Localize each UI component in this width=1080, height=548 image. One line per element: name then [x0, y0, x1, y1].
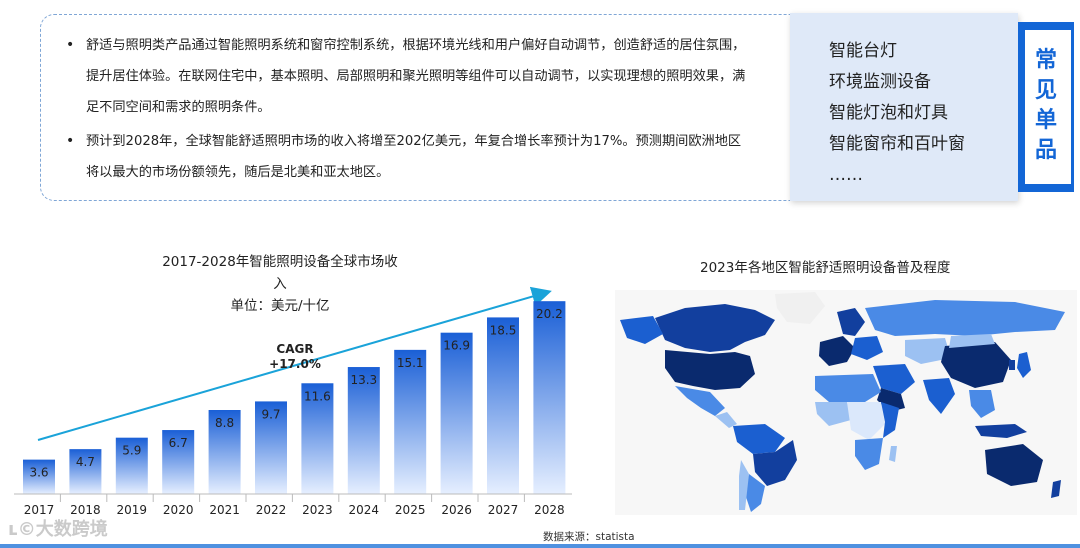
region-korea [1009, 360, 1015, 370]
region-central-africa [847, 402, 885, 440]
bar-2021 [208, 410, 241, 494]
chart-title: 2017-2028年智能照明设备全球市场收入 [162, 254, 398, 292]
bar-2018 [69, 449, 102, 494]
bar-value-label: 16.9 [443, 339, 470, 353]
map-title: 2023年各地区智能舒适照明设备普及程度 [700, 260, 951, 276]
x-tick-label: 2019 [117, 503, 148, 517]
x-tick-label: 2028 [534, 503, 565, 517]
region-new-zealand [1051, 480, 1061, 498]
x-tick-label: 2027 [488, 503, 519, 517]
bar-value-label: 3.6 [29, 466, 48, 480]
x-tick-label: 2024 [349, 503, 380, 517]
region-argentina [745, 474, 765, 512]
bar-chart: CAGR +17.0% 3.6 4.7 5.9 6.7 8.8 9.7 11.6 13.3 15… [14, 286, 572, 517]
x-tick-label: 2017 [24, 503, 55, 517]
intro-bullet: 预计到2028年，全球智能舒适照明市场的收入将增至202亿美元，年复合增长率预计… [64, 126, 754, 188]
bar-2017 [23, 459, 55, 494]
region-madagascar [889, 446, 897, 462]
region-southeast-asia [969, 390, 995, 418]
bar-value-label: 4.7 [76, 455, 95, 469]
bar-2027 [487, 317, 519, 494]
x-tick-label: 2023 [302, 503, 333, 517]
watermark-text: 大数跨境 [35, 519, 108, 540]
region-greenland [775, 292, 825, 324]
bar-2025 [394, 349, 427, 494]
x-tick-label: 2025 [395, 503, 426, 517]
bar-2022 [255, 401, 287, 494]
region-alaska [620, 316, 663, 344]
products-tab-inner [1025, 30, 1071, 184]
region-southern-africa [855, 438, 883, 470]
x-tick-label: 2026 [441, 503, 472, 517]
x-tick-label: 2018 [70, 503, 101, 517]
bar-value-label: 6.7 [169, 436, 188, 450]
product-item: 智能灯泡和灯具 [829, 103, 948, 123]
region-brazil [753, 440, 797, 486]
bar-2028 [533, 301, 566, 494]
region-europe-west [819, 336, 855, 366]
region-middle-east [873, 364, 915, 394]
product-item: 智能窗帘和百叶窗 [829, 134, 965, 154]
world-map [615, 290, 1077, 515]
region-chile [739, 460, 749, 510]
region-mongolia [949, 334, 995, 348]
region-canada [655, 304, 775, 352]
product-item: 环境监测设备 [829, 72, 931, 92]
region-usa [665, 350, 755, 390]
region-japan [1017, 352, 1031, 378]
region-mexico [675, 386, 725, 416]
products-title: 常见单品 [1034, 48, 1057, 163]
region-east-africa [881, 402, 899, 438]
bar-2019 [115, 437, 148, 494]
bar-value-label: 20.2 [536, 307, 563, 321]
bar-value-label: 15.1 [397, 356, 424, 370]
product-item: 智能台灯 [829, 41, 897, 61]
bar-value-label: 8.8 [215, 416, 234, 430]
region-china [941, 342, 1011, 388]
cagr-arrow [37, 286, 552, 441]
products-panel [790, 13, 1018, 201]
watermark: ʟ©大数跨境 [8, 515, 108, 541]
region-australia [985, 444, 1043, 486]
region-central-america [715, 412, 737, 428]
product-item: …… [829, 165, 863, 185]
region-scandinavia [837, 308, 865, 336]
bar-2026 [440, 332, 473, 494]
bar-value-label: 5.9 [122, 444, 141, 458]
products-list: 智能台灯 环境监测设备 智能灯泡和灯具 智能窗帘和百叶窗 …… [829, 36, 965, 191]
bar-value-label: 9.7 [261, 407, 280, 421]
bar-2023 [301, 383, 334, 494]
bottom-rule [0, 544, 1080, 548]
bar-value-label: 13.3 [350, 373, 377, 387]
region-europe-east [851, 336, 883, 360]
chart-title-block: 2017-2028年智能照明设备全球市场收入 单位：美元/十亿 [160, 251, 400, 317]
region-north-africa [815, 374, 881, 402]
intro-bullet: 舒适与照明类产品通过智能照明系统和窗帘控制系统，根据环境光线和用户偏好自动调节，… [64, 30, 754, 123]
region-west-africa [815, 402, 851, 426]
watermark-logo-icon: ʟ© [8, 519, 36, 540]
x-tick-label: 2021 [209, 503, 240, 517]
intro-bullets: 舒适与照明类产品通过智能照明系统和窗帘控制系统，根据环境光线和用户偏好自动调节，… [64, 30, 754, 191]
region-indonesia [975, 424, 1027, 438]
cagr-label-line1: CAGR [276, 342, 313, 356]
bar-value-label: 18.5 [490, 323, 517, 337]
chart-subtitle: 单位：美元/十亿 [230, 298, 330, 314]
cagr-label-line2: +17.0% [269, 357, 321, 371]
bar-2020 [162, 430, 195, 494]
x-tick-label: 2022 [256, 503, 287, 517]
bar-value-label: 11.6 [304, 389, 331, 403]
region-russia [865, 300, 1065, 336]
region-central-asia [905, 338, 951, 364]
data-source: 数据来源：statista [543, 531, 635, 543]
x-tick-label: 2020 [163, 503, 194, 517]
region-south-america-north [733, 424, 785, 454]
bar-2024 [347, 367, 380, 494]
region-india [923, 378, 955, 414]
